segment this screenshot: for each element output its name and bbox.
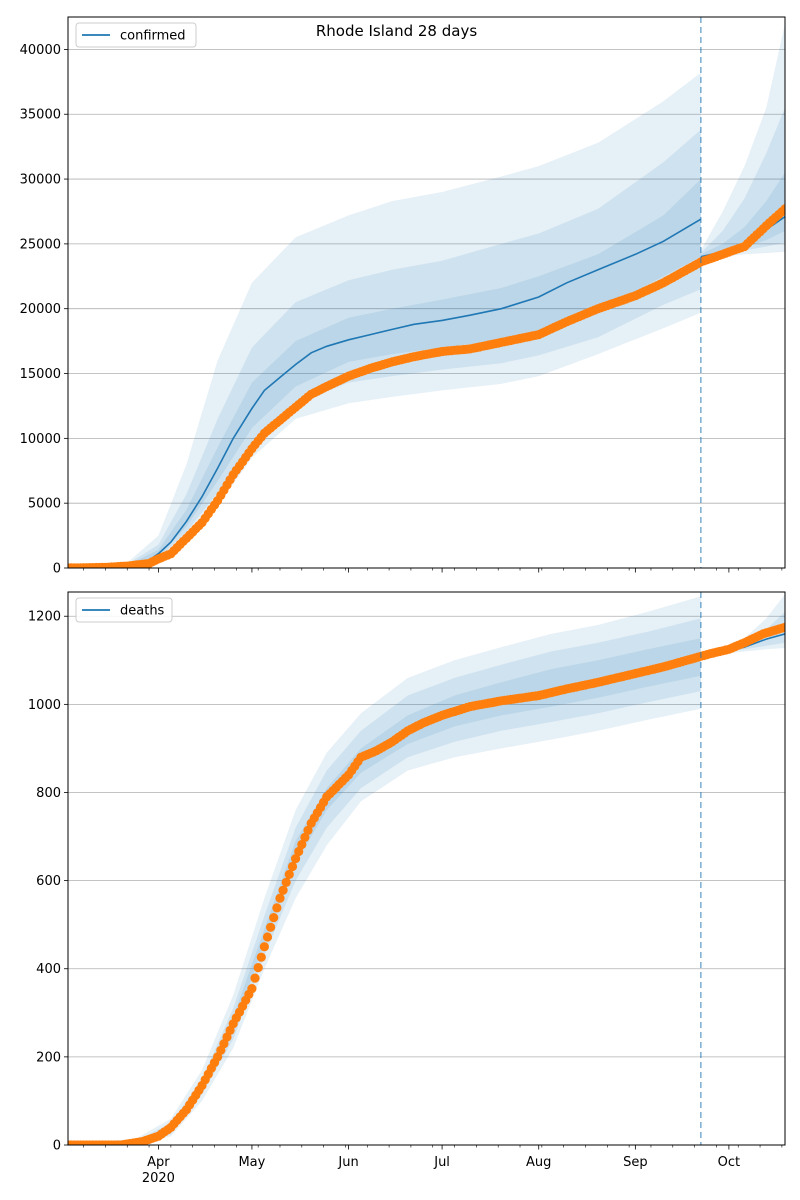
forecast-band-middle bbox=[700, 107, 785, 260]
x-tick-label: Apr bbox=[147, 1155, 170, 1170]
plot-area bbox=[68, 594, 785, 1145]
forecast-band-middle bbox=[700, 611, 785, 656]
observed-point bbox=[278, 885, 288, 895]
y-tick-label: 0 bbox=[53, 1139, 61, 1154]
observed-point bbox=[294, 846, 304, 857]
plot-area bbox=[68, 23, 785, 568]
band-inner bbox=[68, 179, 701, 568]
observed-point bbox=[250, 973, 260, 983]
x-tick-label: Sep bbox=[623, 1155, 648, 1170]
y-tick-label: 35000 bbox=[20, 108, 61, 123]
observed-point bbox=[259, 942, 269, 952]
observed-point bbox=[284, 869, 294, 880]
band-outer bbox=[68, 596, 701, 1145]
y-tick-label: 800 bbox=[36, 786, 61, 801]
y-tick-label: 10000 bbox=[20, 432, 61, 447]
observed-point bbox=[247, 984, 257, 994]
observed-point bbox=[300, 832, 310, 843]
deaths-panel: 0 200 400 600 800 1000 1200 Apr May Jun Jul Aug Sep O… bbox=[28, 591, 786, 1186]
observed-points bbox=[68, 204, 785, 568]
y-tick-label: 600 bbox=[36, 874, 61, 889]
y-tick-label: 30000 bbox=[20, 173, 61, 188]
axes-frame bbox=[67, 16, 786, 569]
forecast-band-inner bbox=[700, 172, 785, 259]
y-tick-label: 15000 bbox=[20, 367, 61, 382]
year-label: 2020 bbox=[142, 1171, 175, 1186]
legend-box bbox=[75, 597, 173, 623]
y-tick-label: 20000 bbox=[20, 302, 61, 317]
band-middle bbox=[68, 129, 701, 568]
axes-frame bbox=[67, 591, 786, 1146]
observed-point bbox=[780, 622, 785, 632]
observed-point bbox=[297, 839, 307, 850]
observed-point bbox=[253, 963, 263, 973]
y-tick-label: 200 bbox=[36, 1050, 61, 1065]
observed-point bbox=[269, 913, 279, 923]
x-tick-label: Oct bbox=[718, 1155, 740, 1170]
y-tick-label: 400 bbox=[36, 962, 61, 977]
x-tick-label: Jun bbox=[337, 1155, 358, 1170]
observed-point bbox=[262, 932, 273, 942]
observed-point bbox=[303, 825, 313, 836]
observed-point bbox=[272, 903, 282, 913]
observed-point bbox=[287, 861, 298, 872]
observed-point bbox=[256, 952, 266, 962]
y-tick-label: 40000 bbox=[20, 43, 61, 58]
legend-label: confirmed bbox=[120, 29, 186, 44]
x-tick-label: May bbox=[238, 1155, 265, 1170]
y-tick-label: 25000 bbox=[20, 237, 61, 252]
legend: confirmed bbox=[75, 22, 197, 48]
y-tick-label: 1000 bbox=[28, 698, 61, 713]
chart-title: Rhode Island 28 days bbox=[316, 22, 477, 40]
confirmed-line bbox=[68, 218, 702, 568]
legend: deaths bbox=[75, 597, 173, 623]
band-outer bbox=[68, 72, 701, 568]
y-tick-label: 5000 bbox=[28, 497, 61, 512]
y-tick-label: 1200 bbox=[28, 610, 61, 625]
band-inner bbox=[68, 638, 701, 1145]
observed-point bbox=[275, 893, 285, 903]
x-tick-label: Aug bbox=[526, 1155, 551, 1170]
observed-point bbox=[281, 877, 291, 888]
confirmed-panel: 0 5000 10000 15000 20000 25000 30000 35000 40000… bbox=[20, 16, 786, 577]
observed-point bbox=[780, 204, 785, 214]
observed-points bbox=[68, 622, 785, 1145]
y-tick-label: 0 bbox=[53, 562, 61, 577]
x-tick-label: Jul bbox=[433, 1155, 450, 1170]
forecast-band-outer bbox=[700, 23, 785, 260]
observed-point bbox=[266, 922, 276, 932]
legend-label: deaths bbox=[120, 604, 165, 619]
observed-point bbox=[291, 854, 301, 864]
legend-box bbox=[75, 22, 197, 48]
